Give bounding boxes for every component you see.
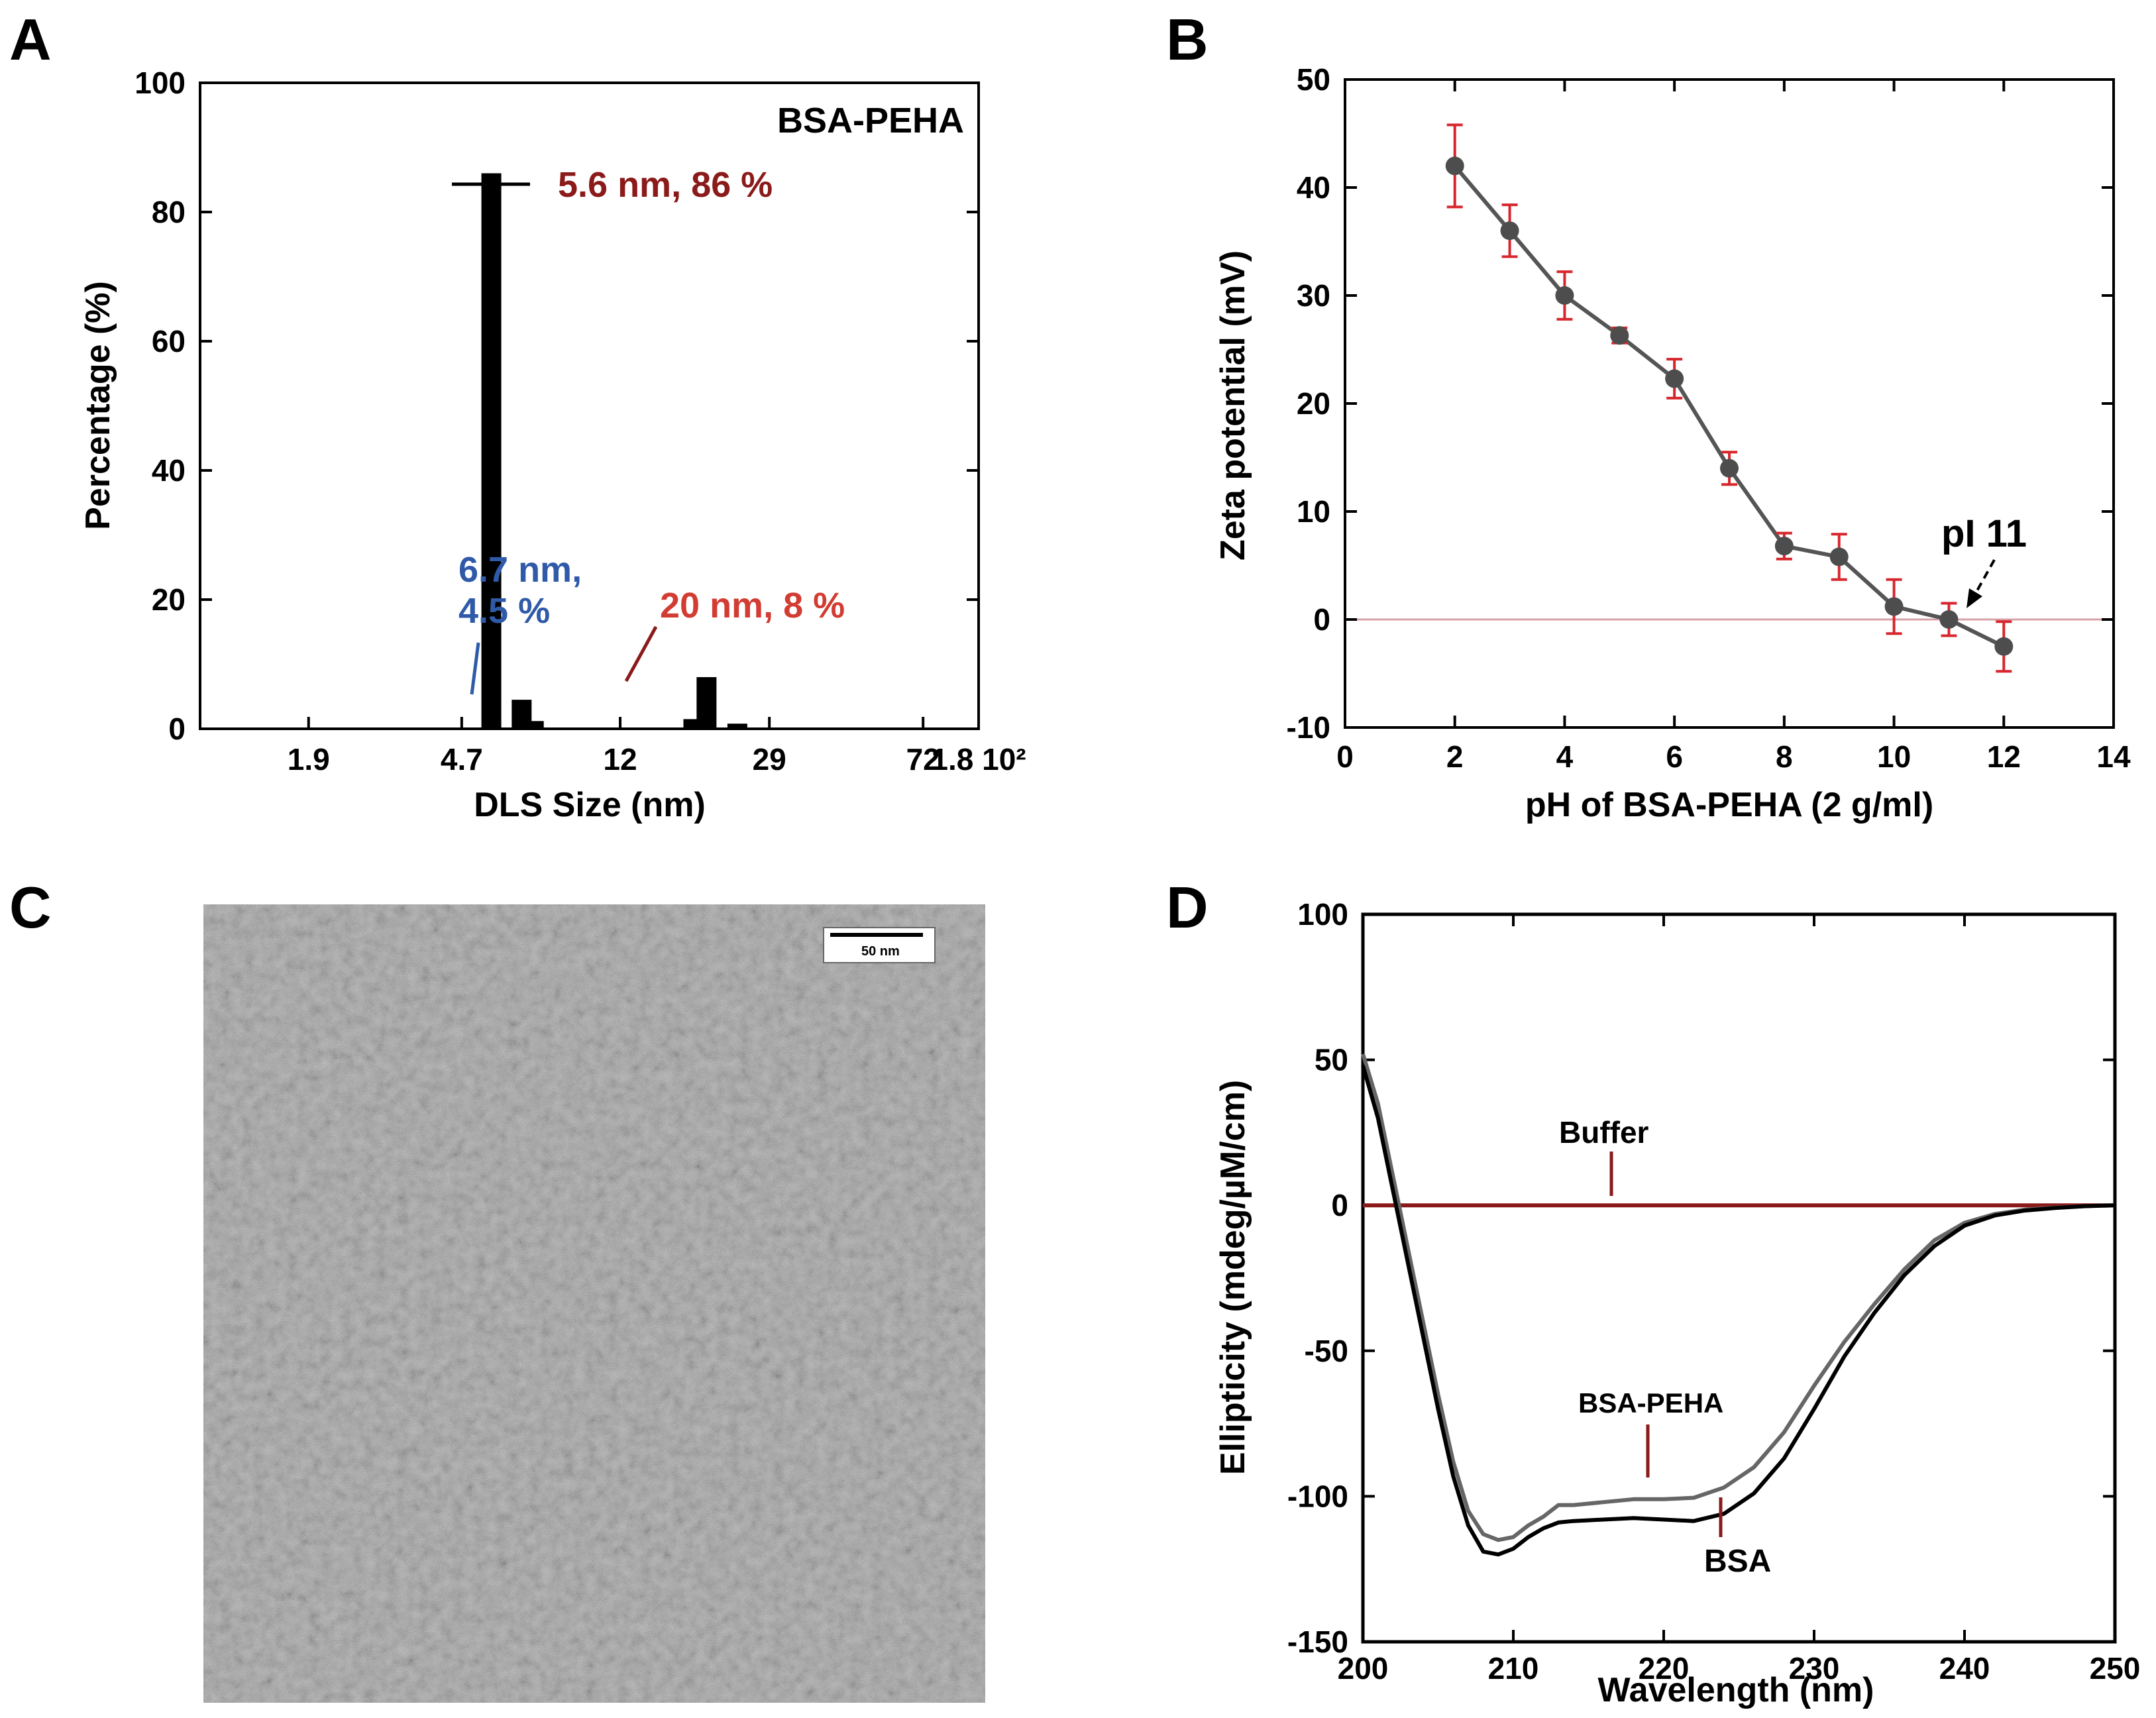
panel-b-data-point — [1445, 156, 1464, 176]
panel-a-x-tick-label: 4.7 — [441, 742, 483, 777]
panel-a-x-tick-label: 72 — [906, 742, 940, 777]
panel-a-y-tick-label: 20 — [152, 582, 186, 617]
panel-d-x-tick-label: 210 — [1488, 1651, 1539, 1686]
panel-b-annotation-pi: pI 11 — [1941, 512, 2027, 555]
panel-a-x-axis-title: DLS Size (nm) — [474, 786, 706, 824]
panel-b-y-tick-label: -10 — [1287, 710, 1330, 745]
panel-d-x-tick-label: 200 — [1338, 1651, 1389, 1686]
panel-b-data-point — [1720, 458, 1739, 478]
panel-a-y-tick-label: 0 — [168, 712, 186, 746]
panel-a-annotation-peak-1: 5.6 nm, 86 % — [558, 165, 773, 205]
panel-a-y-tick-label: 80 — [152, 195, 186, 229]
panel-b-y-axis: -10 0 10 20 30 40 50 — [1287, 62, 2114, 745]
panel-letter-c: C — [9, 875, 52, 940]
panel-a-x-tick-label: 1.9 — [288, 742, 330, 777]
panel-d-y-axis-title: Ellipticity (mdeg/µM/cm) — [1214, 1080, 1252, 1475]
panel-b-y-tick-label: 40 — [1297, 170, 1330, 205]
panel-b-x-axis: 0 2 4 6 8 10 12 14 — [1336, 80, 2131, 774]
panel-a-annotation-leader-2 — [470, 642, 480, 695]
panel-b-x-tick-label: 2 — [1446, 739, 1464, 774]
panel-d-x-tick-label: 230 — [1789, 1651, 1840, 1686]
panel-d-series — [1361, 1053, 2116, 1557]
panel-b-data-point — [1774, 537, 1794, 556]
panel-letter-d: D — [1166, 875, 1209, 940]
panel-b-data-point — [1610, 326, 1629, 345]
panel-a-annotation-peak-3: 20 nm, 8 % — [660, 586, 845, 625]
panel-d-series-bsa-peha — [1361, 1053, 2116, 1542]
panel-a-y-tick-label: 60 — [152, 324, 186, 358]
panel-d-label-bsa: BSA — [1704, 1544, 1771, 1579]
tem-texture-fine — [203, 904, 985, 1703]
panel-b-annotation-arrow-shaft — [1974, 559, 1996, 594]
panel-a-y-tick-label: 100 — [135, 66, 186, 100]
panel-b-data-point — [1994, 637, 2014, 656]
panel-d-label-bsa-peha: BSA-PEHA — [1578, 1387, 1723, 1419]
panel-b-y-tick-label: 0 — [1313, 602, 1330, 637]
panel-b-series — [1445, 123, 2014, 673]
panel-d-label-buffer: Buffer — [1559, 1115, 1649, 1150]
panel-d-series-bsa — [1361, 1065, 2116, 1557]
panel-a-y-tick-label: 40 — [152, 453, 186, 488]
panel-d-y-tick-label: -50 — [1305, 1334, 1348, 1368]
panel-d-x-tick-label: 250 — [2090, 1651, 2141, 1686]
panel-a-bars — [481, 173, 747, 729]
panel-a-x-axis: 1.9 4.7 12 29 721.8 10² — [288, 717, 1026, 777]
panel-b-x-tick-label: 4 — [1556, 739, 1574, 774]
panel-b-data-point — [1555, 286, 1574, 305]
panel-d-y-tick-label: -100 — [1287, 1479, 1348, 1513]
panel-a-dls-histogram: 0 20 40 60 80 100 1.9 4.7 12 29 721.8 10² BSA-PEH… — [79, 66, 1026, 824]
panel-letter-a: A — [9, 7, 52, 72]
panel-a-bar — [523, 721, 544, 729]
panel-b-x-tick-label: 14 — [2096, 739, 2131, 774]
panel-a-bar — [696, 677, 717, 729]
panel-b-data-point — [1500, 221, 1519, 241]
panel-a-frame — [199, 81, 980, 730]
panel-b-data-point — [1939, 610, 1959, 629]
panel-d-y-tick-label: 50 — [1315, 1043, 1348, 1077]
panel-d-frame — [1361, 912, 2117, 1644]
panel-d-y-tick-label: -150 — [1287, 1625, 1348, 1659]
panel-b-y-tick-label: 20 — [1297, 386, 1330, 421]
panel-b-x-tick-label: 12 — [1987, 739, 2021, 774]
panel-b-annotation-arrow-head — [1967, 588, 1982, 608]
panel-d-cd-spectra: -150 -100 -50 0 50 100 200 210 220 230 240 250 Wav… — [1214, 897, 2140, 1709]
panel-a-annotation-peak-2-line2: 4.5 % — [458, 591, 550, 631]
scale-bar-label: 50 nm — [861, 944, 900, 959]
panel-a-annotation-leader-3 — [624, 625, 658, 682]
panel-a-bar — [727, 724, 747, 729]
panel-letter-b: B — [1166, 7, 1209, 72]
panel-a-x-tick-label: 12 — [603, 742, 637, 777]
panel-d-x-axis-title: Wavelength (nm) — [1598, 1671, 1874, 1709]
panel-d-y-tick-label: 0 — [1331, 1188, 1348, 1222]
panel-a-y-axis: 0 20 40 60 80 100 — [135, 66, 979, 746]
panel-d-y-axis: -150 -100 -50 0 50 100 — [1287, 897, 2115, 1659]
panel-b-y-axis-title: Zeta potential (mV) — [1214, 250, 1252, 561]
panel-b-data-point — [1829, 547, 1849, 566]
panel-a-x-tick-label: 29 — [753, 742, 786, 777]
panel-d-y-tick-label: 100 — [1297, 897, 1348, 932]
panel-d-x-axis: 200 210 220 230 240 250 — [1338, 914, 2141, 1686]
panel-a-bar — [481, 173, 502, 729]
panel-b-data-point — [1665, 369, 1684, 388]
panel-b-y-tick-label: 50 — [1297, 62, 1330, 97]
panel-c-tem-image: 50 nm — [203, 904, 985, 1703]
panel-b-y-tick-label: 30 — [1297, 278, 1330, 313]
panel-a-chart-title: BSA-PEHA — [777, 101, 964, 140]
panel-b-x-tick-label: 10 — [1877, 739, 1911, 774]
panel-a-x-tick-label: 1.8 10² — [931, 742, 1026, 777]
panel-b-data-point — [1884, 597, 1904, 616]
panel-b-frame — [1344, 78, 2115, 729]
panel-a-y-axis-title: Percentage (%) — [79, 281, 117, 530]
panel-b-x-tick-label: 0 — [1336, 739, 1354, 774]
panel-b-x-tick-label: 8 — [1776, 739, 1793, 774]
panel-a-annotation-peak-2-line1: 6.7 nm, — [458, 550, 582, 590]
panel-b-x-axis-title: pH of BSA-PEHA (2 g/ml) — [1525, 786, 1933, 824]
panel-b-y-tick-label: 10 — [1297, 494, 1330, 529]
panel-d-x-tick-label: 220 — [1639, 1651, 1690, 1686]
panel-b-series-line — [1453, 164, 2005, 649]
panel-b-x-tick-label: 6 — [1666, 739, 1683, 774]
panel-d-x-tick-label: 240 — [1939, 1651, 1990, 1686]
